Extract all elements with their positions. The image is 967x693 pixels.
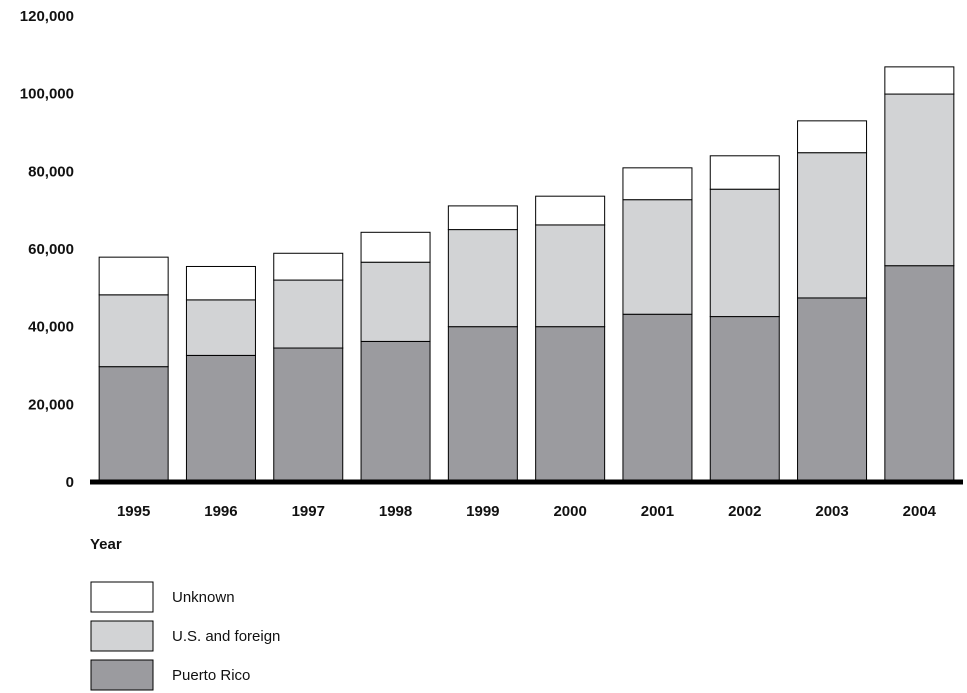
x-axis-label: Year <box>90 536 122 553</box>
bar-segment-puerto-rico <box>797 297 868 483</box>
x-tick-label: 2002 <box>728 503 761 520</box>
y-tick-label: 100,000 <box>20 86 74 103</box>
bar-segment-u-s-and-foreign <box>185 299 256 356</box>
x-tick-label: 2001 <box>641 503 674 520</box>
y-tick-label: 80,000 <box>28 163 74 180</box>
bar-segment-unknown <box>622 167 693 201</box>
legend-swatch <box>90 659 154 691</box>
bar-segment-u-s-and-foreign <box>797 152 868 299</box>
bar-segment-unknown <box>185 265 256 301</box>
bar-segment-u-s-and-foreign <box>98 294 169 368</box>
bar-segment-puerto-rico <box>884 265 955 483</box>
bar-segment-u-s-and-foreign <box>709 188 780 318</box>
x-tick-label: 2003 <box>815 503 848 520</box>
bar-segment-puerto-rico <box>98 366 169 483</box>
bars <box>98 66 955 483</box>
y-tick-label: 40,000 <box>28 319 74 336</box>
x-tick-label: 1998 <box>379 503 412 520</box>
bar-segment-puerto-rico <box>535 326 606 483</box>
x-tick-label: 1996 <box>204 503 237 520</box>
x-tick-label: 2004 <box>903 503 937 520</box>
bar-segment-unknown <box>884 66 955 95</box>
bar-segment-unknown <box>709 155 780 190</box>
y-tick-label: 0 <box>66 474 74 491</box>
legend-label: U.S. and foreign <box>172 628 280 645</box>
x-axis: 1995 1996 1997 1998 1999 2000 2001 2002 2003 2004 <box>117 503 937 520</box>
y-tick-label: 20,000 <box>28 396 74 413</box>
bar-segment-puerto-rico <box>622 313 693 483</box>
legend-label: Puerto Rico <box>172 667 250 684</box>
bar-segment-u-s-and-foreign <box>273 279 344 349</box>
bar-segment-puerto-rico <box>709 316 780 483</box>
bar-segment-u-s-and-foreign <box>447 229 518 328</box>
bar-segment-puerto-rico <box>185 354 256 483</box>
y-tick-label: 120,000 <box>20 8 74 25</box>
x-tick-label: 2000 <box>553 503 586 520</box>
legend-label: Unknown <box>172 589 235 606</box>
legend-swatch <box>90 620 154 652</box>
bar-segment-unknown <box>447 205 518 231</box>
x-tick-label: 1995 <box>117 503 150 520</box>
bar-segment-u-s-and-foreign <box>622 199 693 315</box>
bar-segment-unknown <box>273 252 344 281</box>
y-axis: 0 20,000 40,000 60,000 80,000 100,000 120,000 <box>20 8 74 491</box>
bar-segment-u-s-and-foreign <box>360 261 431 342</box>
bar-segment-u-s-and-foreign <box>535 224 606 328</box>
x-tick-label: 1997 <box>292 503 325 520</box>
bar-segment-u-s-and-foreign <box>884 93 955 267</box>
bar-segment-puerto-rico <box>360 340 431 483</box>
bar-segment-unknown <box>360 231 431 263</box>
bar-segment-puerto-rico <box>273 347 344 483</box>
y-tick-label: 60,000 <box>28 241 74 258</box>
bar-segment-puerto-rico <box>447 326 518 483</box>
bar-segment-unknown <box>535 195 606 226</box>
bar-segment-unknown <box>98 256 169 296</box>
legend: Unknown U.S. and foreign Puerto Rico <box>90 581 280 691</box>
bar-segment-unknown <box>797 120 868 154</box>
legend-swatch <box>90 581 154 613</box>
x-tick-label: 1999 <box>466 503 499 520</box>
